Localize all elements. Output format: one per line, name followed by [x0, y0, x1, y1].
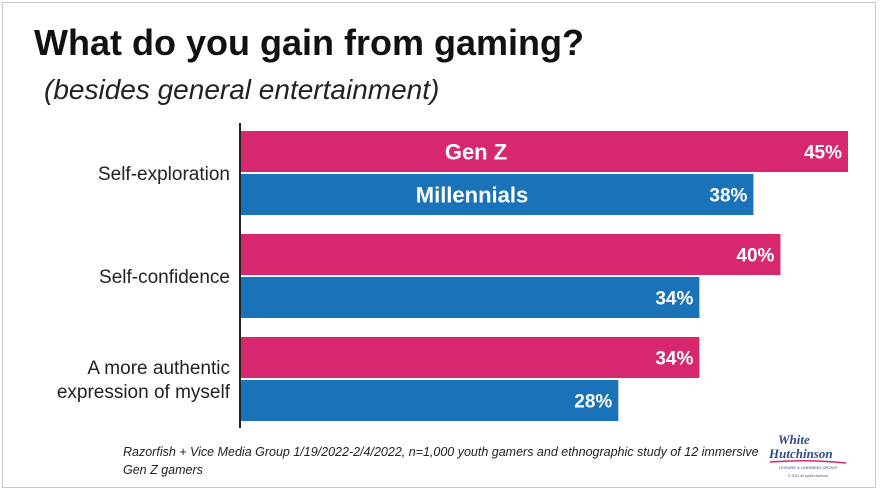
- white-hutchinson-logo: White Hutchinson LEISURE & LEARNING GROU…: [768, 432, 847, 478]
- chart-subtitle: (besides general entertainment): [44, 74, 440, 105]
- data-label-millennials-1: 38%: [709, 186, 747, 207]
- logo-line-hutchinson: Hutchinson: [768, 446, 833, 461]
- data-label-gen-z-1: 45%: [804, 143, 842, 164]
- bar-millennials-2: [240, 277, 700, 318]
- data-label-millennials-3: 28%: [574, 392, 612, 413]
- category-label-2: Self-confidence: [99, 267, 230, 288]
- category-label-3-line-1: A more authentic: [87, 358, 230, 379]
- bar-gen-z-2: [240, 234, 781, 275]
- bar-chart: 45% Gen Z 38% Millennials Self-exploration 40…: [57, 123, 848, 428]
- data-label-gen-z-3: 34%: [655, 349, 693, 370]
- logo-swoosh: [769, 459, 847, 464]
- source-note: Razorfish + Vice Media Group 1/19/2022-2…: [123, 445, 759, 477]
- bar-millennials-3: [240, 380, 619, 421]
- bar-gen-z-1: [240, 131, 848, 172]
- data-label-millennials-2: 34%: [655, 289, 693, 310]
- logo-copyright: © 2021 all rights reserved: [788, 474, 828, 478]
- category-label-3-line-2: expression of myself: [57, 382, 231, 403]
- legend-millennials: Millennials: [416, 183, 528, 208]
- category-label-1: Self-exploration: [98, 164, 230, 185]
- bar-gen-z-3: [240, 337, 700, 378]
- logo-line-white: White: [778, 432, 810, 447]
- data-label-gen-z-2: 40%: [736, 246, 774, 267]
- bar-millennials-1: [240, 174, 754, 215]
- logo-tagline: LEISURE & LEARNING GROUP: [779, 465, 838, 470]
- chart-title: What do you gain from gaming?: [34, 22, 584, 63]
- legend-gen-z: Gen Z: [445, 140, 507, 165]
